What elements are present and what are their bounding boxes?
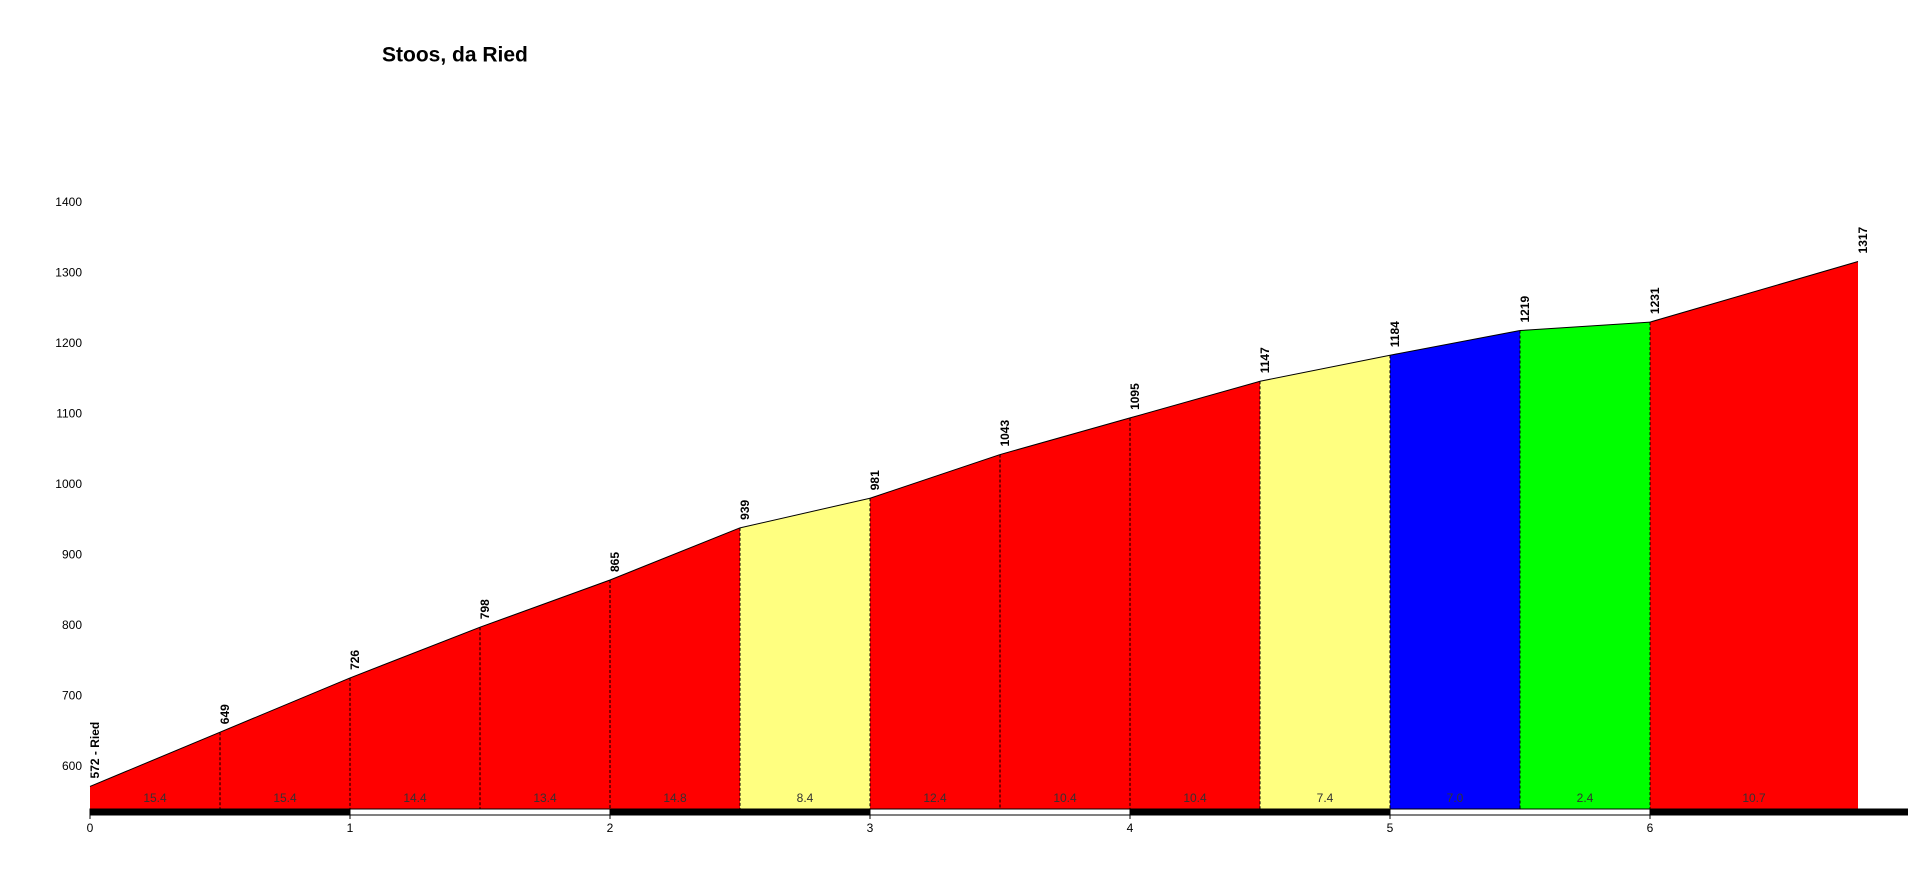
segment [1000, 417, 1130, 809]
segment [1260, 355, 1390, 809]
segment [1520, 322, 1650, 809]
x-tick-label: 1 [347, 821, 354, 835]
y-tick-label: 1400 [55, 195, 82, 209]
elevation-label: 1095 [1128, 383, 1142, 410]
y-tick-label: 900 [62, 547, 82, 561]
elevation-label: 1317 [1856, 226, 1870, 253]
segment [90, 732, 220, 809]
km-bar [89, 808, 351, 816]
km-bar [869, 808, 1131, 816]
grade-label: 14.4 [403, 791, 427, 805]
profile-edge [1129, 380, 1261, 419]
profile-edge [1519, 321, 1651, 332]
x-tick-label: 2 [607, 821, 614, 835]
km-bar [1129, 808, 1391, 816]
grade-label: 12.4 [923, 791, 947, 805]
y-tick-label: 700 [62, 688, 82, 702]
x-tick-label: 3 [867, 821, 874, 835]
grade-label: 10.7 [1742, 791, 1766, 805]
y-tick-label: 1100 [56, 407, 82, 421]
grade-label: 8.4 [797, 791, 814, 805]
elevation-label: 981 [868, 470, 882, 490]
y-tick-label: 600 [62, 759, 82, 773]
grade-label: 13.4 [533, 791, 557, 805]
grade-label: 7.4 [1317, 791, 1334, 805]
profile-edge [609, 527, 741, 581]
profile-edge [1389, 330, 1521, 356]
profile-edge [1259, 354, 1391, 382]
profile-edge [479, 579, 611, 628]
grade-label: 14.8 [663, 791, 687, 805]
segment [870, 454, 1000, 809]
profile-edge [869, 454, 1001, 499]
x-tick-label: 6 [1647, 821, 1654, 835]
grade-label: 7.0 [1447, 791, 1464, 805]
km-bar [1649, 808, 1908, 816]
grade-label: 15.4 [143, 791, 167, 805]
segment [350, 627, 480, 809]
elevation-label: 865 [608, 552, 622, 572]
elevation-label: 1219 [1518, 296, 1532, 323]
km-bar [609, 808, 871, 816]
segment [1390, 330, 1520, 809]
y-tick-label: 1000 [55, 477, 82, 491]
grade-label: 2.4 [1577, 791, 1594, 805]
elevation-label: 939 [738, 499, 752, 519]
elevation-label: 649 [218, 704, 232, 724]
segment [610, 527, 740, 809]
grade-label: 15.4 [273, 791, 297, 805]
profile-edge [999, 417, 1131, 456]
segment [480, 579, 610, 809]
profile-edge [1649, 261, 1859, 323]
elevation-label: 726 [348, 650, 362, 670]
profile-edge [219, 677, 351, 733]
elevation-label: 1184 [1388, 321, 1402, 347]
y-tick-label: 800 [62, 618, 82, 632]
segment [740, 498, 870, 809]
km-bar [349, 808, 611, 816]
elevation-label: 572 - Ried [88, 722, 102, 779]
x-tick-label: 0 [87, 821, 94, 835]
x-tick-label: 4 [1127, 821, 1134, 835]
grade-label: 10.4 [1053, 791, 1077, 805]
elevation-label: 798 [478, 599, 492, 619]
elevation-label: 1043 [998, 420, 1012, 447]
chart-title: Stoos, da Ried [382, 44, 528, 67]
x-tick-label: 5 [1387, 821, 1394, 835]
elevation-label: 1231 [1648, 287, 1662, 314]
segment [220, 677, 350, 809]
profile-edge [349, 626, 481, 679]
profile-edge [89, 731, 221, 787]
elevation-label: 1147 [1258, 347, 1272, 373]
grade-label: 10.4 [1183, 791, 1207, 805]
profile-edge [739, 497, 871, 529]
segment [1130, 381, 1260, 809]
y-tick-label: 1300 [55, 266, 82, 280]
y-tick-label: 1200 [55, 336, 82, 350]
km-bar [1389, 808, 1651, 816]
segment [1650, 261, 1858, 809]
